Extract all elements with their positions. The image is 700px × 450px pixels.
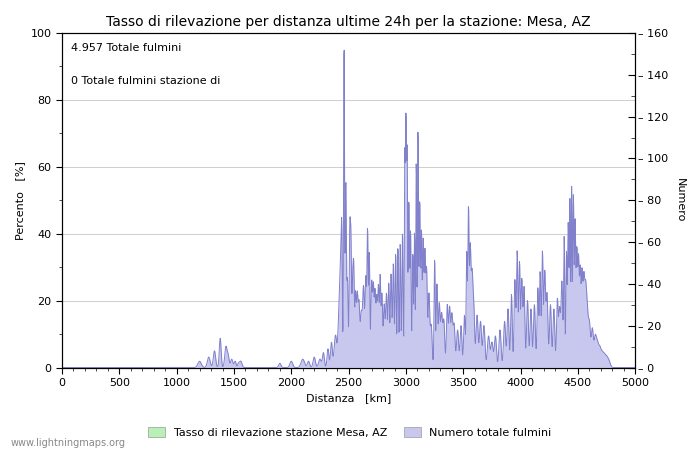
Y-axis label: Percento   [%]: Percento [%] — [15, 161, 25, 240]
Text: 0 Totale fulmini stazione di: 0 Totale fulmini stazione di — [71, 76, 220, 86]
X-axis label: Distanza   [km]: Distanza [km] — [306, 393, 391, 404]
Text: www.lightningmaps.org: www.lightningmaps.org — [10, 438, 125, 448]
Y-axis label: Numero: Numero — [675, 178, 685, 222]
Text: 4.957 Totale fulmini: 4.957 Totale fulmini — [71, 43, 181, 53]
Legend: Tasso di rilevazione stazione Mesa, AZ, Numero totale fulmini: Tasso di rilevazione stazione Mesa, AZ, … — [144, 423, 556, 442]
Title: Tasso di rilevazione per distanza ultime 24h per la stazione: Mesa, AZ: Tasso di rilevazione per distanza ultime… — [106, 15, 591, 29]
